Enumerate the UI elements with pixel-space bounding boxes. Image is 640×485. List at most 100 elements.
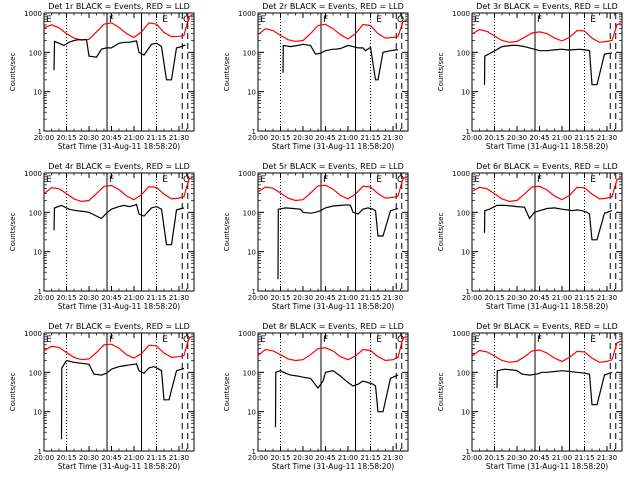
x-tick-label: 20:45 bbox=[101, 134, 121, 142]
x-tick-label: 21:30 bbox=[597, 134, 617, 142]
x-tick-label: 21:00 bbox=[124, 294, 144, 302]
y-tick-label: 10 bbox=[247, 409, 256, 417]
plot-frame bbox=[471, 332, 623, 452]
event-marker-label: E bbox=[260, 335, 266, 345]
panel-title: Det 6r BLACK = Events, RED = LLD bbox=[476, 162, 618, 171]
panel-title: Det 9r BLACK = Events, RED = LLD bbox=[476, 322, 618, 331]
panel-8: Det 8r BLACK = Events, RED = LLD 1 10 100 10… bbox=[223, 322, 409, 471]
x-tick-label: 20:45 bbox=[315, 134, 335, 142]
panel-5: Det 5r BLACK = Events, RED = LLD 1 10 100 10… bbox=[223, 162, 409, 311]
y-axis-label: Counts/sec bbox=[223, 53, 231, 92]
x-tick-label: 20:00 bbox=[462, 454, 482, 462]
lld-series-line bbox=[471, 340, 622, 363]
x-tick-label: 21:15 bbox=[360, 454, 380, 462]
y-tick-label: 1 bbox=[466, 288, 470, 296]
panel-6: Det 6r BLACK = Events, RED = LLD 1 10 100 10… bbox=[437, 162, 623, 311]
x-tick-label: 20:00 bbox=[462, 294, 482, 302]
panel-title: Det 1r BLACK = Events, RED = LLD bbox=[48, 2, 190, 11]
x-tick-label: 21:15 bbox=[360, 294, 380, 302]
lld-series-line bbox=[43, 14, 194, 41]
x-tick-label: 20:30 bbox=[79, 134, 99, 142]
x-tick-label: 21:00 bbox=[338, 134, 358, 142]
x-tick-label: 21:15 bbox=[574, 134, 594, 142]
event-marker-label: E bbox=[260, 15, 266, 25]
x-tick-label: 20:30 bbox=[79, 294, 99, 302]
y-axis-label: Counts/sec bbox=[223, 213, 231, 252]
y-tick-label: 100 bbox=[457, 369, 470, 377]
y-tick-label: 1 bbox=[252, 288, 256, 296]
x-tick-label: 20:30 bbox=[79, 454, 99, 462]
events-series-line bbox=[53, 39, 186, 81]
x-tick-label: 20:00 bbox=[34, 454, 54, 462]
x-tick-label: 20:45 bbox=[101, 454, 121, 462]
x-tick-label: 20:00 bbox=[248, 294, 268, 302]
x-tick-label: 21:30 bbox=[383, 294, 403, 302]
lld-series-line bbox=[43, 176, 194, 203]
x-tick-label: 21:30 bbox=[169, 294, 189, 302]
y-tick-label: 100 bbox=[243, 369, 256, 377]
x-tick-label: 20:30 bbox=[293, 134, 313, 142]
x-tick-label: 21:15 bbox=[574, 294, 594, 302]
y-tick-label: 1 bbox=[38, 448, 42, 456]
event-marker-label: E bbox=[260, 175, 266, 185]
events-series-line bbox=[282, 43, 398, 81]
x-axis-label: Start Time (31-Aug-11 18:58:20) bbox=[58, 462, 180, 471]
y-tick-label: 10 bbox=[461, 89, 470, 97]
events-series-line bbox=[483, 44, 612, 86]
y-tick-label: 100 bbox=[457, 209, 470, 217]
panel-title: Det 5r BLACK = Events, RED = LLD bbox=[262, 162, 404, 171]
plot-frame bbox=[43, 172, 195, 292]
y-tick-label: 1 bbox=[252, 448, 256, 456]
y-tick-label: 100 bbox=[29, 209, 42, 217]
y-axis-label: Counts/sec bbox=[223, 373, 231, 412]
x-tick-label: 20:15 bbox=[270, 454, 290, 462]
y-tick-label: 10 bbox=[461, 249, 470, 257]
x-tick-label: 20:15 bbox=[56, 294, 76, 302]
event-marker-label: E bbox=[474, 15, 480, 25]
y-tick-label: 10 bbox=[247, 249, 256, 257]
y-axis-label: Counts/sec bbox=[437, 373, 445, 412]
x-tick-label: 20:45 bbox=[101, 294, 121, 302]
event-marker-label: E bbox=[46, 175, 52, 185]
x-tick-label: 21:30 bbox=[383, 454, 403, 462]
panel-title: Det 8r BLACK = Events, RED = LLD bbox=[262, 322, 404, 331]
event-marker-label: E bbox=[474, 175, 480, 185]
events-series-line bbox=[483, 204, 613, 241]
x-tick-label: 21:30 bbox=[383, 134, 403, 142]
x-tick-label: 20:15 bbox=[56, 134, 76, 142]
y-tick-label: 1 bbox=[38, 128, 42, 136]
x-tick-label: 20:45 bbox=[529, 454, 549, 462]
x-tick-label: 21:15 bbox=[574, 454, 594, 462]
event-marker-label: F bbox=[537, 175, 542, 185]
x-tick-label: 20:00 bbox=[248, 134, 268, 142]
y-axis-label: Counts/sec bbox=[9, 213, 17, 252]
y-tick-label: 1000 bbox=[24, 170, 42, 178]
y-tick-label: 1 bbox=[466, 448, 470, 456]
y-tick-label: 100 bbox=[243, 209, 256, 217]
x-tick-label: 21:00 bbox=[552, 134, 572, 142]
x-tick-label: 21:00 bbox=[552, 454, 572, 462]
x-axis-label: Start Time (31-Aug-11 18:58:20) bbox=[58, 302, 180, 311]
top-tag-label: O bbox=[397, 335, 404, 345]
x-tick-label: 21:15 bbox=[146, 134, 166, 142]
panel-2: Det 2r BLACK = Events, RED = LLD 1 10 100 10… bbox=[223, 2, 409, 151]
y-tick-label: 10 bbox=[247, 89, 256, 97]
x-tick-label: 20:15 bbox=[484, 454, 504, 462]
x-tick-label: 20:15 bbox=[484, 294, 504, 302]
y-tick-label: 100 bbox=[457, 49, 470, 57]
y-tick-label: 10 bbox=[33, 409, 42, 417]
events-series-line bbox=[274, 370, 399, 428]
x-tick-label: 20:45 bbox=[529, 294, 549, 302]
x-tick-label: 21:00 bbox=[124, 134, 144, 142]
x-tick-label: 21:15 bbox=[146, 454, 166, 462]
y-tick-label: 1000 bbox=[238, 330, 256, 338]
x-axis-label: Start Time (31-Aug-11 18:58:20) bbox=[272, 302, 394, 311]
event-marker-label: E bbox=[376, 175, 382, 185]
lld-series-line bbox=[257, 336, 407, 362]
events-series-line bbox=[496, 368, 613, 406]
x-tick-label: 20:30 bbox=[507, 294, 527, 302]
x-tick-label: 20:00 bbox=[462, 134, 482, 142]
x-axis-label: Start Time (31-Aug-11 18:58:20) bbox=[272, 462, 394, 471]
top-tag-label: O bbox=[183, 335, 190, 345]
